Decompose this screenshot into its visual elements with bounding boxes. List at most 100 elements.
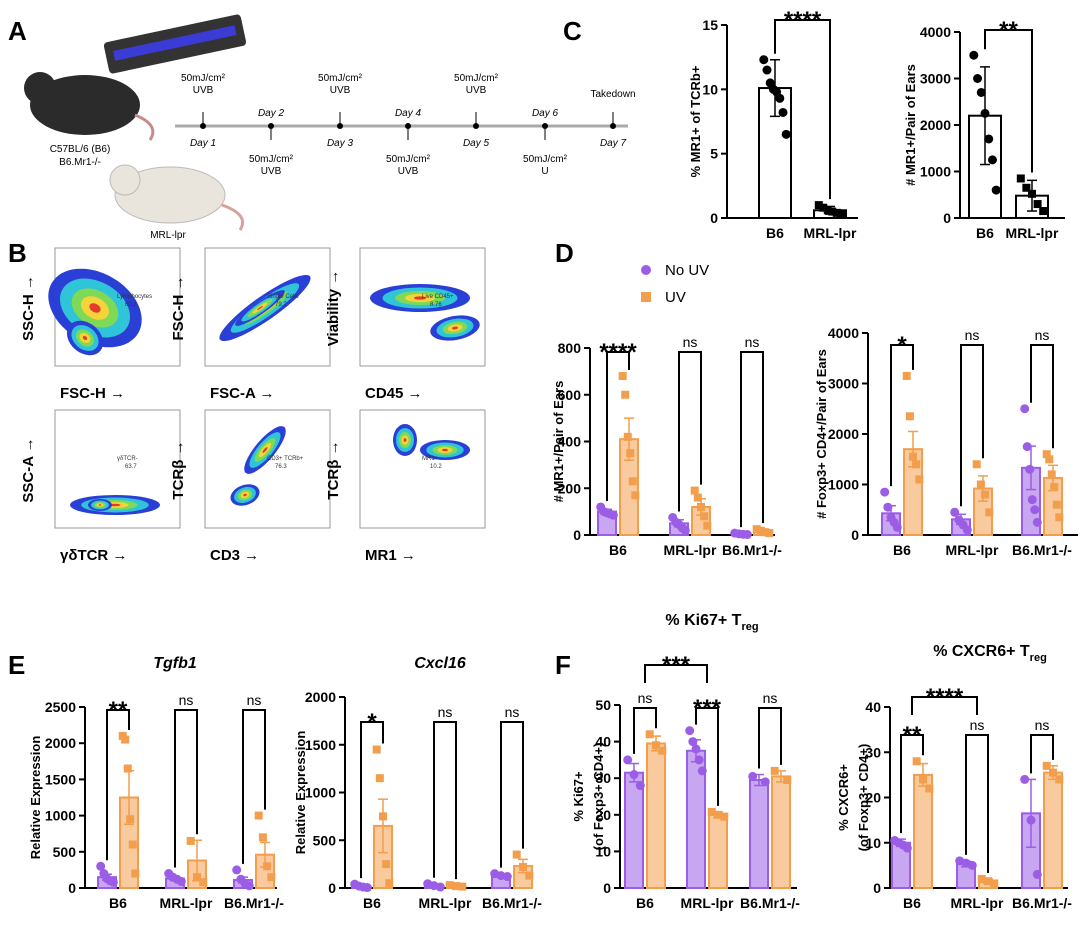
y-axis-label: % Ki67+: [571, 771, 586, 822]
data-point: [892, 522, 902, 532]
density: [257, 305, 263, 311]
significance-bracket: [633, 707, 657, 754]
data-point: [1042, 761, 1051, 770]
y-tick-label: 600: [558, 387, 582, 403]
significance-bracket: [890, 344, 914, 487]
gate-percent: 76.3: [275, 464, 287, 470]
data-point: [244, 881, 254, 891]
x-tick-label: MRL-lpr: [160, 895, 213, 911]
x-tick-label: MRL-lpr: [1006, 225, 1059, 241]
chart: 0 5 10 15 % MR1+ of TCRb+ B6 MRL-lpr ****: [688, 7, 858, 241]
day-label: Day 7: [600, 138, 627, 149]
y-tick-label: 30: [595, 770, 611, 786]
y-tick-label: 20: [865, 790, 881, 806]
gate-label: Lymphocytes: [117, 294, 152, 300]
data-point: [1033, 200, 1042, 209]
data-point: [828, 207, 837, 216]
significance-label: ns: [1035, 717, 1050, 733]
flow-y-label: SSC-A →: [20, 437, 37, 502]
panel-label: D: [555, 238, 574, 268]
data-point: [512, 850, 521, 859]
significance-bracket: [433, 721, 457, 880]
x-tick-label: B6: [766, 225, 784, 241]
panel-label: F: [555, 650, 571, 680]
significance-bracket: [758, 707, 782, 769]
y-axis-label: (of Foxp3+ CD4+): [856, 744, 871, 852]
data-point: [1020, 404, 1030, 414]
data-point: [131, 869, 140, 878]
gate-percent: 8.76: [430, 302, 442, 308]
gate-label: CD3+ TCRb+: [267, 456, 304, 462]
density: [414, 296, 426, 300]
data-point: [96, 861, 106, 871]
y-axis-label: # Foxp3+ CD4+/Pair of Ears: [814, 349, 829, 519]
data-point: [1047, 470, 1056, 479]
data-point: [752, 525, 761, 534]
data-point: [621, 390, 630, 399]
bar: [749, 779, 769, 890]
y-tick-label: 0: [943, 210, 951, 226]
data-point: [962, 525, 972, 535]
legend-label: No UV: [665, 262, 709, 279]
data-point: [987, 155, 997, 165]
data-point: [694, 755, 704, 765]
data-point: [680, 525, 690, 535]
significance-label: ns: [179, 692, 194, 708]
flow-plot: CD3+ TCRb+ 76.3: [204, 409, 331, 529]
y-tick-label: 200: [558, 480, 582, 496]
y-tick-label: 10: [865, 835, 881, 851]
significance-label: ns: [1035, 327, 1050, 343]
y-tick-label: 400: [558, 434, 582, 450]
dose-type: UVB: [193, 85, 214, 96]
data-point: [919, 775, 927, 784]
uv-lamp: [103, 14, 247, 74]
significance-label: **: [903, 722, 922, 749]
x-tick-label: B6: [609, 542, 627, 558]
y-tick-label: 50: [595, 697, 611, 713]
significance-bracket: [960, 344, 984, 507]
x-tick-label: B6.Mr1-/-: [1012, 542, 1072, 558]
data-point: [976, 480, 985, 489]
chart: 0 10 20 30 40 50 % Ki67+ (of Foxp3+ CD4+) % Ki67…: [571, 612, 800, 911]
gate-label: Live CD45+: [422, 294, 454, 300]
density: [262, 447, 268, 453]
data-point: [525, 871, 534, 880]
takedown-label: Takedown: [590, 89, 635, 100]
legend-marker: [641, 292, 651, 302]
data-point: [980, 108, 990, 118]
significance-bracket: [695, 707, 719, 806]
data-point: [837, 210, 846, 219]
x-tick-label: B6.Mr1-/-: [482, 895, 542, 911]
y-axis-label: Relative Expression: [293, 731, 308, 855]
data-point: [372, 745, 381, 754]
dose-type: UVB: [466, 85, 487, 96]
dose-label: 50mJ/cm²: [249, 154, 294, 165]
data-point: [912, 460, 921, 469]
data-point: [445, 881, 454, 890]
significance-label: ns: [763, 690, 778, 706]
y-tick-label: 500: [53, 844, 77, 860]
data-point: [623, 755, 633, 765]
significance-label: **: [109, 697, 128, 724]
flow-plot: γδTCR- 63.7: [54, 409, 181, 529]
y-tick-label: 0: [710, 210, 718, 226]
significance-bracket: [606, 351, 630, 501]
strain-label: C57BL/6 (B6): [50, 144, 111, 155]
significance-label: ****: [599, 339, 637, 366]
gate-label: Single Cells: [267, 294, 299, 300]
data-point: [883, 502, 893, 512]
data-point: [690, 486, 699, 495]
y-tick-label: 3000: [828, 376, 859, 392]
data-point: [618, 372, 627, 381]
data-point: [1026, 815, 1036, 825]
x-tick-label: B6.Mr1-/-: [722, 542, 782, 558]
data-point: [623, 432, 632, 441]
data-point: [452, 882, 460, 891]
data-point: [912, 757, 921, 766]
bar: [708, 813, 728, 889]
dose-label: 50mJ/cm²: [454, 73, 499, 84]
y-tick-label: 1000: [305, 785, 336, 801]
title-text: Cxcl16: [414, 655, 466, 672]
y-tick-label: 2500: [45, 699, 76, 715]
